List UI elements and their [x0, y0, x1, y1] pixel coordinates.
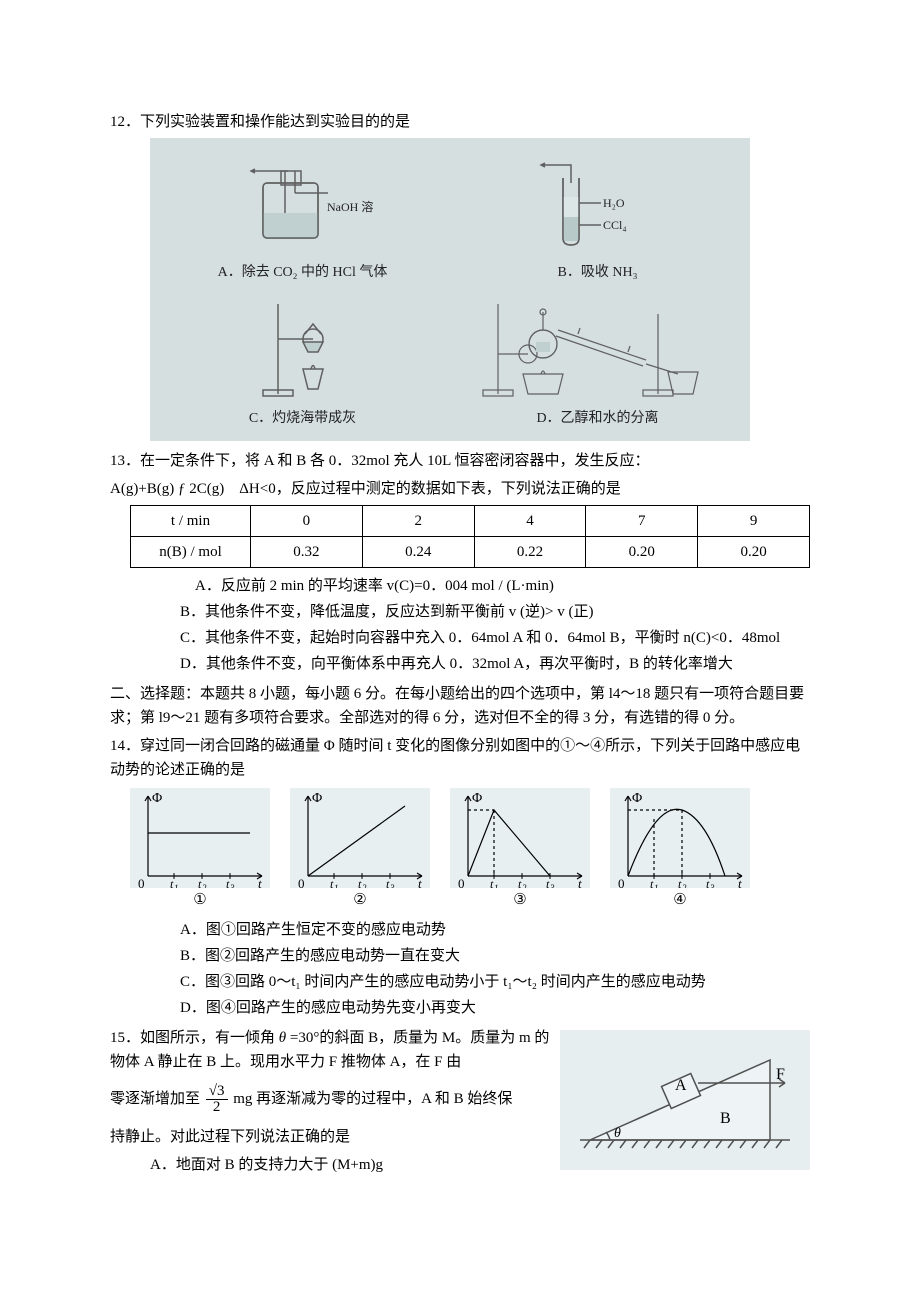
q15-p1a: 如图所示，有一倾角 — [140, 1030, 279, 1046]
distillation-icon — [455, 294, 740, 404]
svg-text:1: 1 — [174, 883, 179, 888]
td-nb: n(B) / mol — [131, 536, 251, 567]
q12-fig-A: NaOH 溶液 A．除去 CO₂ 中的 HCl 气体 — [156, 144, 449, 288]
t-label: t — [738, 876, 742, 888]
q14-opt-B: B．图②回路产生的感应电动势一直在变大 — [180, 944, 810, 968]
td-2: 0.22 — [474, 536, 586, 567]
q15-number: 15． — [110, 1030, 140, 1046]
gas-wash-bottle-icon: NaOH 溶液 — [160, 148, 445, 258]
incline-B-label: B — [720, 1110, 731, 1127]
q13-number: 13． — [110, 453, 140, 469]
q14-opt-D: D．图④回路产生的感应电动势先变小再变大 — [180, 996, 810, 1020]
q14-opt-A: A．图①回路产生恒定不变的感应电动势 — [180, 918, 810, 942]
table-row: n(B) / mol 0.32 0.24 0.22 0.20 0.20 — [131, 536, 810, 567]
q14-text: 穿过同一闭合回路的磁通量 Φ 随时间 t 变化的图像分别如图中的①～④所示，下列… — [110, 738, 800, 778]
t-label: t — [578, 876, 582, 888]
svg-text:0: 0 — [138, 876, 145, 888]
q12-fig-A-label: A．除去 CO₂ 中的 HCl 气体 — [218, 262, 388, 284]
q13-line1-text: 在一定条件下，将 A 和 B 各 0．32mol 充人 10L 恒容密闭容器中，… — [140, 453, 649, 469]
phi-label: Φ — [632, 791, 642, 806]
svg-text:1: 1 — [334, 883, 339, 888]
svg-text:0: 0 — [458, 876, 465, 888]
q14-stem: 14．穿过同一闭合回路的磁通量 Φ 随时间 t 变化的图像分别如图中的①～④所示… — [110, 734, 810, 782]
q14-number: 14． — [110, 738, 140, 754]
q15-p2a: 零逐渐增加至 — [110, 1091, 204, 1107]
td-4: 0.20 — [698, 536, 810, 567]
q13-opt-A-text: A．反应前 2 min 的平均速率 v(C)=0．004 mol / (L·mi… — [195, 578, 554, 594]
q15-p2b: mg 再逐渐减为零的过程中，A 和 B 始终保 — [230, 1091, 513, 1107]
svg-text:3: 3 — [389, 883, 395, 888]
question-14: 14．穿过同一闭合回路的磁通量 Φ 随时间 t 变化的图像分别如图中的①～④所示… — [110, 734, 810, 1020]
q12-stem: 12．下列实验装置和操作能达到实验目的的是 — [110, 110, 810, 134]
question-12: 12．下列实验装置和操作能达到实验目的的是 NaOH 溶液 — [110, 110, 810, 441]
frac-den: 2 — [206, 1100, 228, 1115]
td-0: 0.32 — [251, 536, 363, 567]
question-15: A B F θ 15．如图所示，有一倾角 θ =30°的斜面 B，质量为 M。质… — [110, 1026, 810, 1179]
q12-fig-D-label: D．乙醇和水的分离 — [536, 408, 658, 430]
th-2: 4 — [474, 505, 586, 536]
q14-graph-3: Φ t 0 t1 t2 t3 ③ — [450, 788, 590, 912]
q14-opt-C: C．图③回路 0～t₁ 时间内产生的感应电动势小于 t₁～t₂ 时间内产生的感应… — [180, 970, 810, 994]
svg-text:0: 0 — [618, 876, 625, 888]
q13-opt-C: C．其他条件不变，起始时向容器中充入 0．64mol A 和 0．64mol B… — [180, 626, 810, 650]
svg-text:1: 1 — [494, 883, 499, 888]
th-1: 2 — [362, 505, 474, 536]
svg-text:3: 3 — [229, 883, 235, 888]
q12-fig-B-label: B．吸收 NH₃ — [558, 262, 638, 284]
q13-line1: 13．在一定条件下，将 A 和 B 各 0．32mol 充人 10L 恒容密闭容… — [110, 449, 810, 473]
crucible-burn-icon — [160, 294, 445, 404]
q14-graph-2-label: ② — [353, 888, 366, 912]
naoh-label: NaOH 溶液 — [327, 199, 373, 214]
q14-options: A．图①回路产生恒定不变的感应电动势 B．图②回路产生的感应电动势一直在变大 C… — [180, 918, 810, 1020]
th-4: 9 — [698, 505, 810, 536]
q14-graph-4: Φ t 0 t1 t2 t3 ④ — [610, 788, 750, 912]
phi-label: Φ — [472, 791, 482, 806]
phi-label: Φ — [152, 791, 162, 806]
q12-text: 下列实验装置和操作能达到实验目的的是 — [140, 114, 410, 130]
q13-line2: A(g)+B(g) ƒ 2C(g) ΔH<0，反应过程中测定的数据如下表，下列说… — [110, 477, 810, 501]
force-F-label: F — [776, 1066, 785, 1083]
h2o-label: H₂O — [603, 196, 625, 210]
q13-opt-A: A．反应前 2 min 的平均速率 v(C)=0．004 mol / (L·mi… — [180, 574, 810, 598]
q15-incline-figure: A B F θ — [560, 1030, 810, 1170]
q13-opt-D: D．其他条件不变，向平衡体系中再充人 0．32mol A，再次平衡时，B 的转化… — [180, 652, 810, 676]
th-time: t / min — [131, 505, 251, 536]
ccl4-label: CCl₄ — [603, 218, 627, 232]
q12-fig-B: H₂O CCl₄ B．吸收 NH₃ — [451, 144, 744, 288]
q12-fig-C: C．灼烧海带成灰 — [156, 290, 449, 434]
q12-fig-C-label: C．灼烧海带成灰 — [249, 408, 356, 430]
q12-figure-grid: NaOH 溶液 A．除去 CO₂ 中的 HCl 气体 — [150, 138, 750, 441]
q13-table: t / min 0 2 4 7 9 n(B) / mol 0.32 0.24 0… — [130, 505, 810, 568]
frac-num: √3 — [206, 1084, 228, 1100]
test-tube-absorb-icon: H₂O CCl₄ — [455, 148, 740, 258]
td-3: 0.20 — [586, 536, 698, 567]
block-A-label: A — [675, 1077, 687, 1094]
phi-label: Φ — [312, 791, 322, 806]
t-label: t — [258, 876, 262, 888]
q14-graph-1-label: ① — [193, 888, 206, 912]
angle-theta-label: θ — [614, 1126, 621, 1141]
svg-text:0: 0 — [298, 876, 305, 888]
svg-text:1: 1 — [654, 883, 659, 888]
q12-fig-D: D．乙醇和水的分离 — [451, 290, 744, 434]
section-2-instructions: 二、选择题：本题共 8 小题，每小题 6 分。在每小题给出的四个选项中，第 l4… — [110, 682, 810, 730]
t-label: t — [418, 876, 422, 888]
svg-text:3: 3 — [709, 883, 715, 888]
th-3: 7 — [586, 505, 698, 536]
svg-text:3: 3 — [549, 883, 555, 888]
q12-number: 12． — [110, 114, 140, 130]
td-1: 0.24 — [362, 536, 474, 567]
fraction-sqrt3-over-2: √32 — [206, 1084, 228, 1115]
q14-graph-1: Φ t 0 t1 t2 t3 ① — [130, 788, 270, 912]
q13-options: A．反应前 2 min 的平均速率 v(C)=0．004 mol / (L·mi… — [180, 574, 810, 676]
q14-graph-2: Φ t 0 t1 t2 t3 ② — [290, 788, 430, 912]
q14-graphs: Φ t 0 t1 t2 t3 ① Φ t — [130, 788, 810, 912]
th-0: 0 — [251, 505, 363, 536]
q14-graph-4-label: ④ — [673, 888, 686, 912]
table-row: t / min 0 2 4 7 9 — [131, 505, 810, 536]
q14-graph-3-label: ③ — [513, 888, 526, 912]
question-13: 13．在一定条件下，将 A 和 B 各 0．32mol 充人 10L 恒容密闭容… — [110, 449, 810, 676]
q13-opt-B: B．其他条件不变，降低温度，反应达到新平衡前 v (逆)> v (正) — [180, 600, 810, 624]
